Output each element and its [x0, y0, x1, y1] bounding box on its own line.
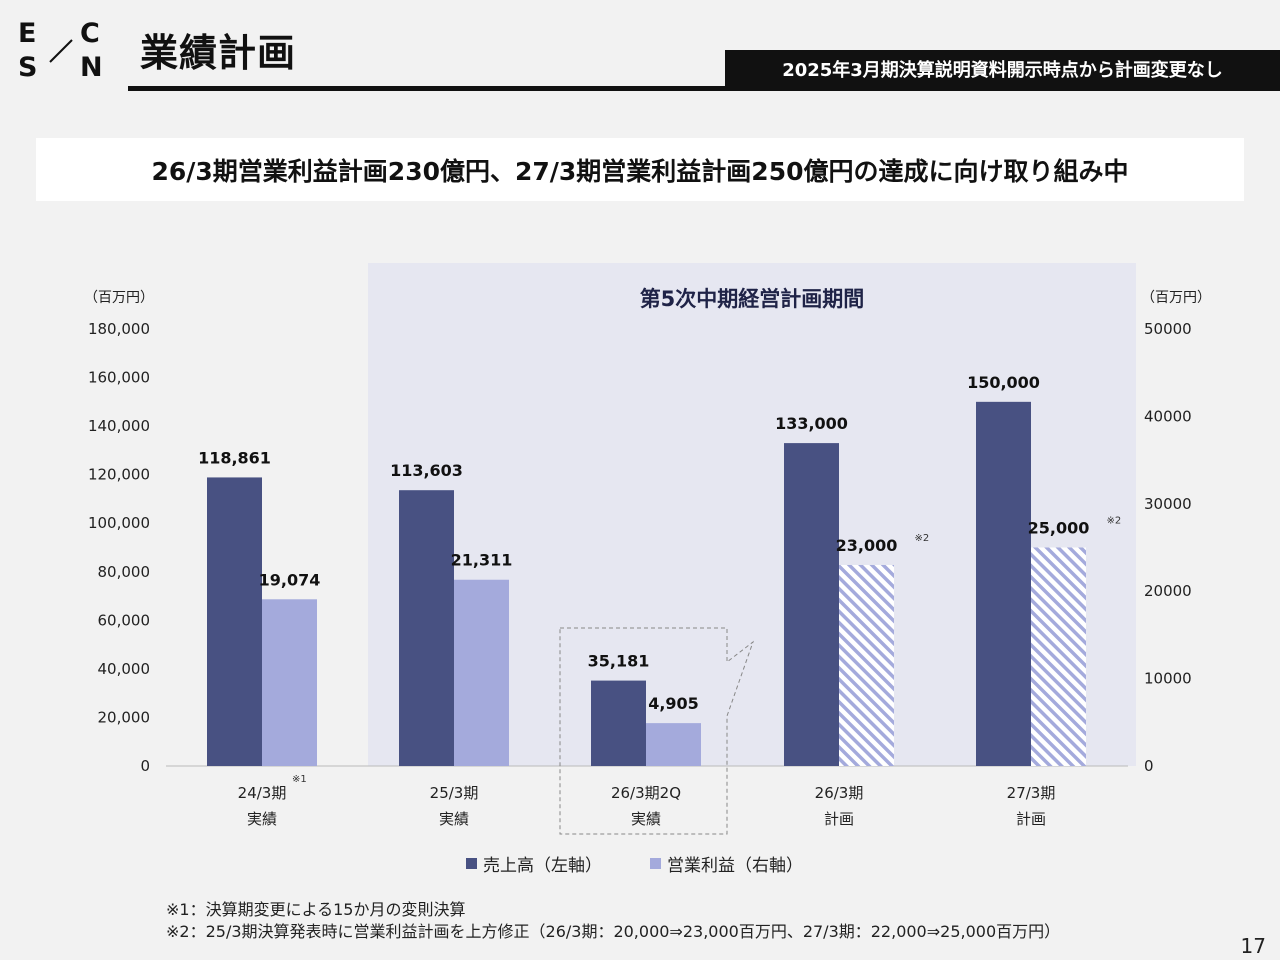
plan-period-label: 第5次中期経営計画期間	[640, 287, 865, 311]
y-left-tick-label: 100,000	[88, 514, 150, 532]
x-tick-sublabel: 実績	[631, 810, 661, 828]
logo-letter-c: C	[80, 18, 100, 49]
legend-label-operating-profit: 営業利益（右軸）	[667, 856, 803, 876]
y-right-tick-label: 0	[1144, 757, 1154, 775]
legend-item-operating-profit: 営業利益（右軸）	[650, 851, 803, 876]
callout-dashed-frame	[559, 627, 755, 835]
footnote-1: ※1：決算期変更による15か月の変則決算	[166, 900, 466, 919]
title-divider	[128, 86, 1280, 91]
y-left-unit: （百万円）	[84, 290, 154, 306]
x-tick-label: 26/3期2Q	[611, 784, 681, 802]
legend-label-sales: 売上高（左軸）	[483, 856, 602, 876]
y-left-tick-label: 120,000	[88, 466, 150, 484]
sales-profit-chart: 第5次中期経営計画期間 （百万円） （百万円） 0 20,000 40,000 60,000…	[84, 263, 1211, 835]
operating-profit-value-label: 4,905	[648, 694, 699, 713]
sales-value-label: 133,000	[775, 414, 848, 433]
x-tick-sublabel: 実績	[439, 810, 469, 828]
y-left-tick-label: 180,000	[88, 320, 150, 338]
sales-bar	[976, 401, 1031, 766]
x-tick-sublabel: 計画	[1016, 810, 1046, 828]
x-tick-label: 24/3期	[238, 784, 287, 802]
y-right-tick-label: 40000	[1144, 407, 1192, 425]
sales-bar	[399, 490, 454, 766]
operating-profit-bar	[646, 723, 701, 766]
legend-item-sales: 売上高（左軸）	[466, 851, 602, 876]
y-left-tick-label: 140,000	[88, 417, 150, 435]
sales-bar	[784, 443, 839, 766]
x-tick-sublabel: 計画	[824, 810, 854, 828]
y-right-tick-label: 20000	[1144, 582, 1192, 600]
operating-profit-value-label: 21,311	[451, 551, 513, 570]
operating-profit-bar	[454, 579, 509, 766]
y-right-tick-label: 50000	[1144, 320, 1192, 338]
plan-notice-badge: 2025年3月期決算説明資料開示時点から計画変更なし	[725, 50, 1280, 87]
chart-legend: 売上高（左軸） 営業利益（右軸）	[466, 851, 803, 876]
logo-letter-e: E	[18, 18, 37, 49]
operating-profit-footnote-mark: ※2	[915, 533, 930, 544]
sales-value-label: 35,181	[588, 652, 650, 671]
operating-profit-footnote-mark: ※2	[1107, 516, 1122, 527]
legend-swatch-operating-profit	[650, 858, 661, 869]
x-tick-label: 25/3期	[430, 784, 479, 802]
logo-letter-n: N	[80, 52, 103, 83]
logo-slash-icon	[49, 39, 73, 63]
sales-bar	[591, 680, 646, 766]
footnotes: ※1：決算期変更による15か月の変則決算 ※2：25/3期決算発表時に営業利益計…	[166, 899, 1060, 943]
operating-profit-value-label: 19,074	[259, 570, 321, 589]
headline-banner: 26/3期営業利益計画230億円、27/3期営業利益計画250億円の達成に向け取…	[36, 138, 1244, 201]
y-left-tick-label: 160,000	[88, 369, 150, 387]
y-right-tick-label: 10000	[1144, 670, 1192, 688]
footnote-2: ※2：25/3期決算発表時に営業利益計画を上方修正（26/3期：20,000⇒2…	[166, 922, 1061, 941]
y-left-tick-label: 20,000	[98, 708, 151, 726]
operating-profit-value-label: 23,000	[836, 536, 898, 555]
y-left-tick-label: 60,000	[98, 611, 151, 629]
sales-value-label: 118,861	[198, 448, 271, 467]
operating-profit-bar	[1031, 547, 1086, 766]
y-left-tick-label: 80,000	[98, 563, 151, 581]
x-tick-footnote-mark: ※1	[292, 774, 307, 785]
sales-bar	[207, 477, 262, 766]
x-tick-sublabel: 実績	[247, 810, 277, 828]
sales-value-label: 113,603	[390, 461, 463, 480]
y-left-tick-label: 40,000	[98, 660, 151, 678]
x-tick-label: 27/3期	[1007, 784, 1056, 802]
page-title: 業績計画	[140, 31, 297, 75]
y-right-tick-label: 30000	[1144, 495, 1192, 513]
y-right-unit: （百万円）	[1141, 290, 1211, 306]
sales-value-label: 150,000	[967, 373, 1040, 392]
company-logo: E C S N	[16, 18, 108, 82]
page-number: 17	[1240, 934, 1266, 958]
y-left-tick-label: 0	[140, 757, 150, 775]
operating-profit-bar	[839, 564, 894, 766]
operating-profit-value-label: 25,000	[1028, 519, 1090, 538]
operating-profit-bar	[262, 599, 317, 766]
logo-letter-s: S	[18, 52, 38, 83]
legend-swatch-sales	[466, 858, 477, 869]
x-tick-label: 26/3期	[815, 784, 864, 802]
